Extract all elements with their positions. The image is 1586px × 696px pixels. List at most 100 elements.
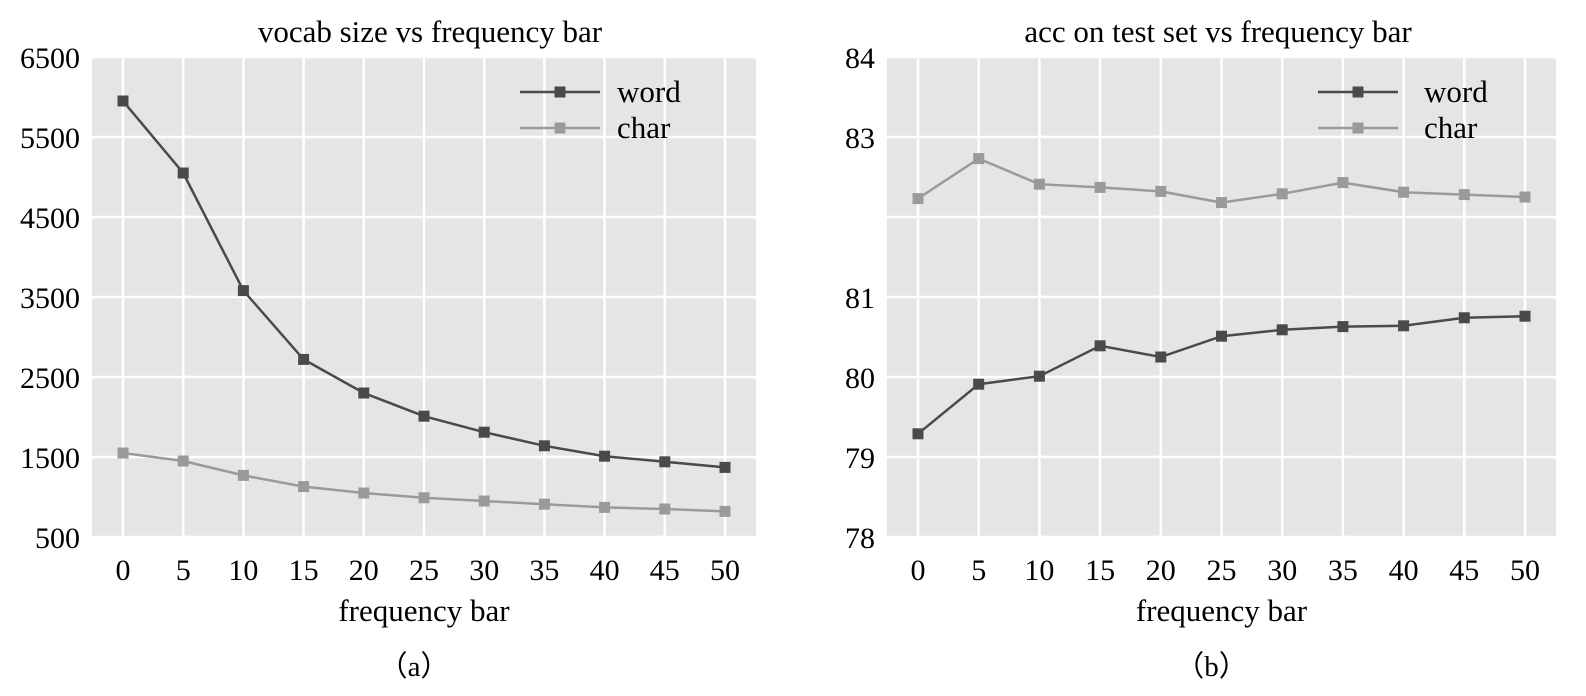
data-point-char	[1398, 186, 1410, 198]
y-tick-label: 6500	[20, 42, 80, 75]
legend-label-char: char	[617, 110, 671, 145]
y-tick-label: 80	[845, 362, 875, 395]
x-tick-label: 0	[116, 554, 131, 587]
data-point-word	[117, 95, 129, 107]
chart-title: acc on test set vs frequency bar	[1024, 14, 1412, 49]
data-point-char	[538, 498, 550, 510]
data-point-word	[1458, 312, 1470, 324]
data-point-char	[1033, 178, 1045, 190]
data-point-char	[478, 495, 490, 507]
y-tick-label: 3500	[20, 282, 80, 315]
y-tick-label: 84	[845, 42, 875, 75]
y-tick-label: 78	[845, 522, 875, 555]
data-point-word	[418, 410, 430, 422]
data-point-char	[1216, 197, 1227, 209]
data-point-char	[659, 503, 671, 515]
legend-marker-char	[554, 122, 566, 134]
data-point-char	[298, 481, 310, 493]
data-point-word	[1519, 310, 1531, 322]
series-word	[912, 310, 1531, 440]
y-tick-label: 79	[845, 442, 875, 475]
series-word	[117, 95, 731, 473]
chart-b: 78 79 80 81 83 84 0 5 10 15 20 25 30 35 40 45 50 acc on t…	[845, 14, 1556, 683]
x-tick-label: 0	[911, 554, 926, 587]
y-tick-label: 5500	[20, 122, 80, 155]
series-char	[117, 447, 731, 517]
data-point-char	[1094, 181, 1106, 193]
data-point-word	[1398, 320, 1410, 332]
x-tick-label: 20	[1146, 554, 1176, 587]
x-tick-label: 45	[650, 554, 680, 587]
legend-marker-word	[1352, 86, 1364, 98]
data-point-word	[659, 456, 671, 468]
x-tick-label: 20	[349, 554, 379, 587]
data-point-word	[1033, 370, 1045, 382]
x-tick-label: 40	[1389, 554, 1419, 587]
y-tick-label: 83	[845, 122, 875, 155]
y-tick-label: 2500	[20, 362, 80, 395]
data-point-char	[1276, 188, 1288, 200]
data-point-char	[973, 153, 985, 165]
x-tick-label: 30	[1267, 554, 1297, 587]
data-point-word	[1155, 351, 1167, 363]
x-tick-label: 15	[289, 554, 319, 587]
data-point-char	[418, 492, 430, 504]
x-tick-label: 10	[1024, 554, 1054, 587]
y-tick-label: 1500	[20, 442, 80, 475]
x-tick-label: 25	[1207, 554, 1237, 587]
x-tick-label: 25	[409, 554, 439, 587]
data-point-word	[538, 440, 550, 452]
x-tick-label: 40	[590, 554, 620, 587]
chart-title: vocab size vs frequency bar	[258, 14, 603, 49]
series-char	[912, 153, 1531, 209]
legend-label-word: word	[1424, 74, 1488, 109]
data-point-char	[599, 501, 611, 513]
data-point-word	[1337, 321, 1349, 333]
x-tick-label: 5	[176, 554, 191, 587]
x-axis-label: frequency bar	[338, 593, 510, 628]
y-tick-label: 4500	[20, 202, 80, 235]
data-point-word	[1094, 340, 1106, 352]
legend-label-word: word	[617, 74, 681, 109]
x-tick-label: 50	[710, 554, 740, 587]
data-point-word	[237, 285, 249, 297]
y-tick-label: 500	[35, 522, 80, 555]
x-tick-label: 45	[1449, 554, 1479, 587]
figure-caption: （b）	[1175, 651, 1248, 683]
data-point-char	[1519, 191, 1531, 203]
data-point-char	[1458, 189, 1470, 201]
chart-a: 500 1500 2500 3500 4500 5500 6500 0 5 10 15 20 25 30 3…	[20, 14, 756, 683]
legend-label-char: char	[1424, 110, 1478, 145]
data-point-char	[719, 505, 731, 517]
data-point-char	[358, 487, 370, 499]
x-tick-label: 5	[971, 554, 986, 587]
x-tick-label: 35	[529, 554, 559, 587]
x-tick-label: 35	[1328, 554, 1358, 587]
data-point-word	[177, 167, 189, 179]
data-point-word	[973, 378, 985, 390]
data-point-char	[237, 469, 249, 481]
figure-caption: （a）	[379, 651, 450, 683]
x-tick-label: 30	[469, 554, 499, 587]
data-point-word	[1276, 324, 1288, 336]
legend-marker-char	[1352, 122, 1364, 134]
x-tick-label: 10	[228, 554, 258, 587]
data-point-word	[478, 426, 490, 438]
data-point-char	[912, 193, 924, 205]
data-point-char	[1155, 185, 1167, 197]
data-point-char	[177, 455, 189, 467]
data-point-word	[719, 461, 731, 473]
data-point-char	[117, 447, 129, 459]
data-point-word	[912, 428, 924, 440]
data-point-word	[358, 387, 370, 399]
data-point-word	[599, 450, 611, 462]
data-point-word	[1216, 330, 1227, 342]
x-tick-label: 15	[1085, 554, 1115, 587]
data-point-char	[1337, 177, 1349, 189]
y-tick-label: 81	[845, 282, 875, 315]
data-point-word	[298, 353, 310, 365]
legend-marker-word	[554, 86, 566, 98]
